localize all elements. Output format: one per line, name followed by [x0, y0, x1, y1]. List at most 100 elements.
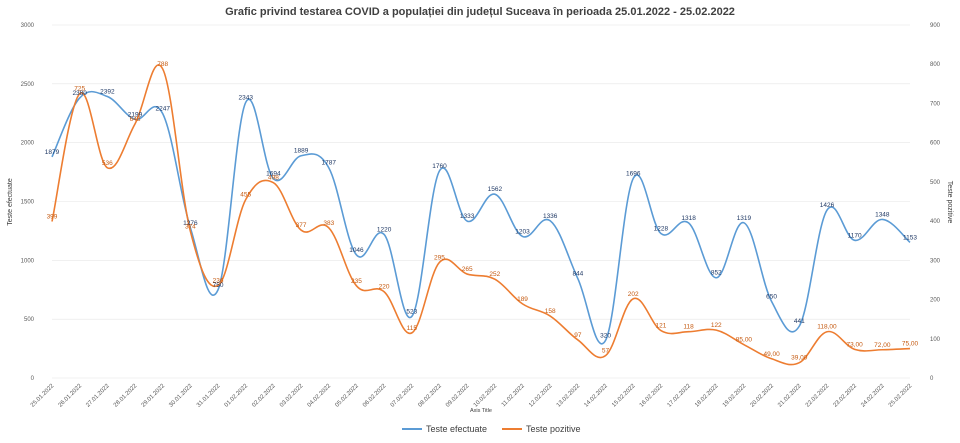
data-label: 1336	[543, 213, 558, 220]
data-label: 374	[185, 223, 196, 230]
data-label: 265	[462, 266, 473, 273]
y2-tick-label: 900	[930, 23, 941, 29]
x-tick-label: 17.02.2022	[667, 383, 693, 409]
data-label: 1760	[432, 163, 447, 170]
gridlines	[52, 24, 910, 379]
data-label: 1696	[626, 170, 641, 177]
y2-tick-label: 400	[930, 219, 941, 225]
data-label: 1203	[515, 228, 530, 235]
data-label: 1333	[460, 213, 475, 220]
x-tick-label: 31.01.2022	[196, 383, 222, 409]
data-label: 1879	[45, 149, 60, 156]
data-label: 498	[268, 175, 279, 182]
data-label: 650	[766, 294, 777, 301]
data-label: 1276	[183, 220, 198, 227]
data-label: 1046	[349, 247, 364, 254]
data-label: 1153	[903, 234, 917, 241]
data-label: 122	[711, 322, 722, 329]
data-label: 97	[574, 332, 582, 339]
x-tick-label: 18.02.2022	[694, 383, 720, 409]
chart-title: Grafic privind testarea COVID a populați…	[225, 6, 735, 18]
data-label: 295	[434, 254, 445, 261]
x-axis-ticks: 25.01.2022 26.01.2022 27.01.2022 28.01.2022…	[30, 383, 914, 409]
y2-axis-label: Teste pozitive	[946, 181, 953, 224]
right-axis-ticks: 0 100 200 300 400 500 600 700 800 900	[930, 23, 941, 382]
data-label: 1318	[681, 215, 696, 222]
x-tick-label: 12.02.2022	[528, 383, 554, 409]
data-label: 121	[655, 323, 666, 330]
data-label: 189	[517, 296, 528, 303]
x-tick-label: 21.02.2022	[777, 383, 803, 409]
data-label: 648	[130, 116, 141, 123]
data-label: 2199	[128, 111, 143, 118]
series-line-teste-pozitive	[51, 64, 911, 366]
x-tick-label: 22.02.2022	[805, 383, 831, 409]
x-tick-label: 05.02.2022	[334, 383, 360, 409]
data-label: 1348	[875, 211, 890, 218]
legend: Teste efectuate Teste pozitive	[402, 424, 581, 434]
data-label: 1319	[737, 215, 752, 222]
x-tick-label: 26.01.2022	[58, 383, 84, 409]
y-tick-label: 1500	[21, 200, 35, 206]
x-tick-label: 30.01.2022	[168, 383, 194, 409]
x-tick-label: 29.01.2022	[141, 383, 167, 409]
x-tick-label: 25.02.2022	[888, 383, 914, 409]
data-label: 377	[296, 222, 307, 229]
data-label: 852	[711, 270, 722, 277]
y-tick-label: 2000	[21, 141, 35, 147]
data-label: 750	[213, 282, 224, 289]
x-tick-label: 11.02.2022	[501, 383, 527, 409]
y2-tick-label: 0	[930, 376, 934, 382]
x-tick-label: 02.02.2022	[251, 383, 277, 409]
data-label: 725	[74, 86, 85, 93]
data-label: 49,00	[763, 351, 780, 358]
data-label: 75,00	[902, 341, 919, 348]
y2-tick-label: 100	[930, 337, 941, 343]
data-label: 399	[47, 214, 58, 221]
data-label: 72,00	[874, 342, 891, 349]
x-tick-label: 20.02.2022	[750, 383, 776, 409]
y-tick-label: 0	[31, 376, 35, 382]
series-line-teste-efectuate	[51, 90, 911, 345]
data-label: 2247	[155, 106, 170, 113]
data-label: 118	[683, 324, 694, 331]
x-tick-label: 01.02.2022	[224, 383, 250, 409]
x-tick-label: 13.02.2022	[556, 383, 582, 409]
y-tick-label: 500	[24, 317, 35, 323]
y2-tick-label: 500	[930, 180, 941, 186]
x-tick-label: 16.02.2022	[639, 383, 665, 409]
data-label: 1228	[654, 226, 669, 233]
data-label: 2343	[239, 94, 254, 101]
data-label: 2392	[100, 89, 115, 96]
data-label: 158	[545, 308, 556, 315]
data-label: 252	[489, 271, 500, 278]
data-label: 118,00	[817, 324, 837, 331]
y-axis-label: Teste efectuate	[7, 178, 14, 226]
data-label: 2380	[72, 90, 87, 97]
y2-tick-label: 200	[930, 298, 941, 304]
data-label: 844	[572, 271, 583, 278]
data-label: 1220	[377, 226, 392, 233]
data-label: 57	[602, 348, 610, 355]
data-label: 115	[407, 325, 418, 332]
y-tick-label: 3000	[21, 23, 35, 29]
data-label: 383	[323, 220, 334, 227]
data-label: 441	[794, 318, 805, 325]
data-label: 455	[240, 192, 251, 199]
y2-tick-label: 300	[930, 258, 941, 264]
x-tick-label: 03.02.2022	[279, 383, 305, 409]
y2-tick-label: 800	[930, 62, 941, 68]
data-label: 1426	[820, 202, 835, 209]
data-label: 788	[157, 61, 168, 68]
y-tick-label: 1000	[21, 258, 35, 264]
data-label: 536	[102, 160, 113, 167]
x-tick-label: 19.02.2022	[722, 383, 748, 409]
x-tick-label: 10.02.2022	[473, 383, 499, 409]
data-labels: 1879 2380 2392 2199 2247 1276 750 2343 1694 1889 1…	[45, 61, 919, 362]
x-tick-label: 15.02.2022	[611, 383, 637, 409]
x-tick-label: 28.01.2022	[113, 383, 139, 409]
data-label: 1889	[294, 148, 309, 155]
x-tick-label: 08.02.2022	[417, 383, 443, 409]
data-label: 1170	[848, 232, 862, 239]
